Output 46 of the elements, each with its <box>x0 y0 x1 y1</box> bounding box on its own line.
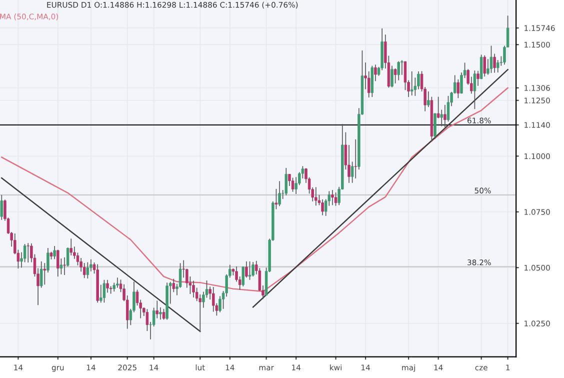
candlestick <box>321 198 324 216</box>
candlestick <box>473 70 476 110</box>
candlestick <box>476 70 480 86</box>
candlestick <box>334 192 338 206</box>
candlestick <box>483 54 486 77</box>
candlestick <box>390 65 394 88</box>
candlestick <box>284 168 288 196</box>
candlestick <box>162 308 166 320</box>
candlestick <box>314 186 318 206</box>
candlestick <box>0 194 4 220</box>
candlestick <box>427 91 430 108</box>
candlestick <box>496 60 500 73</box>
candlestick <box>43 262 46 285</box>
candlestick <box>26 242 30 263</box>
candlestick <box>60 258 63 275</box>
candlestick <box>394 68 397 84</box>
candlestick <box>53 246 56 260</box>
candlestick <box>212 286 215 312</box>
candlestick <box>56 249 60 277</box>
candlestick <box>86 262 90 279</box>
candlestick <box>245 260 248 278</box>
candlestick <box>444 104 446 128</box>
candlestick <box>156 300 158 319</box>
candlestick <box>493 53 496 74</box>
candlestick <box>116 277 119 288</box>
candlestick <box>63 256 66 276</box>
candlestick <box>192 280 195 298</box>
candlestick <box>410 70 414 96</box>
candlestick <box>70 238 72 256</box>
candlestick <box>456 78 460 99</box>
candlestick <box>252 262 254 277</box>
candlestick <box>291 177 294 192</box>
candlestick <box>397 60 400 81</box>
candlestick <box>248 260 252 280</box>
candlestick <box>434 112 436 140</box>
candlestick <box>440 109 443 127</box>
candlestick <box>274 188 278 210</box>
candlestick <box>106 279 109 294</box>
candlestick <box>102 279 106 304</box>
candlestick <box>100 284 102 304</box>
candlestick <box>331 190 334 206</box>
candlestick <box>490 45 493 74</box>
candlestick <box>278 180 281 206</box>
candlestick <box>374 64 377 82</box>
candlestick <box>354 138 357 179</box>
candlestick <box>159 306 162 320</box>
